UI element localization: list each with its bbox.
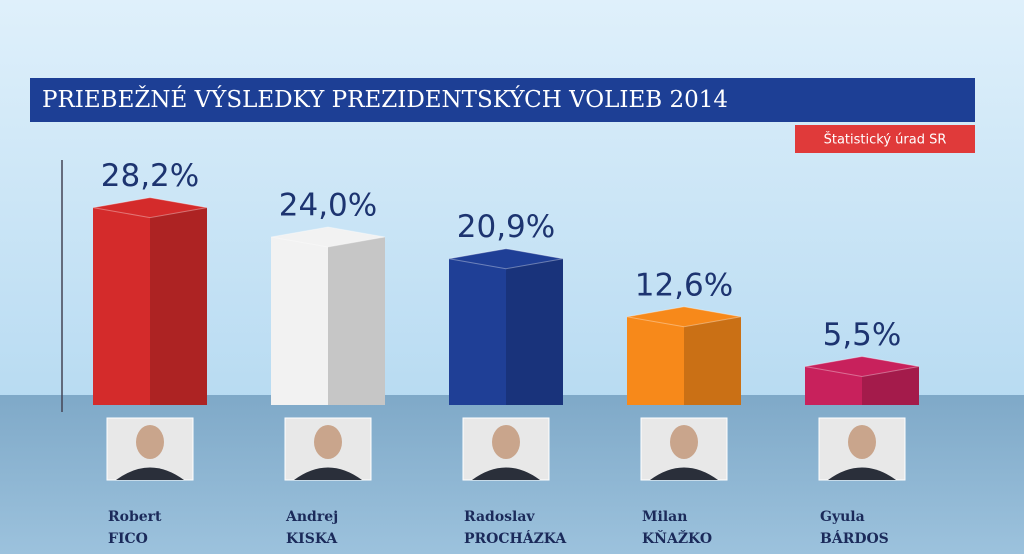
candidate-name: Milan KŇAŽKO [642,509,713,547]
candidate-name: Andrej KISKA [286,509,339,547]
bar [93,207,207,405]
photo-head [136,425,164,459]
bar [271,237,385,405]
bar-top [804,355,920,378]
bar-shade [506,258,563,405]
candidate-name: Robert FICO [108,509,162,547]
bar [449,258,563,405]
candidate-name: Gyula BÁRDOS [820,509,889,547]
title-bar [30,78,975,122]
value-label: 5,5% [823,317,902,353]
photo-body [828,467,896,480]
bar [627,316,741,405]
bar-shade [150,207,207,405]
value-label: 24,0% [279,188,377,224]
bar-top [626,306,742,328]
photo-head [314,425,342,459]
photo-head [492,425,520,459]
photo-body [294,467,362,480]
photo-body [650,467,718,480]
value-label: 12,6% [635,267,733,303]
bar-shade [684,316,741,405]
photo-head [848,425,876,459]
source-box [795,125,975,153]
bar-top [448,248,564,270]
value-label: 28,2% [101,158,199,194]
chart-title: PRIEBEŽNÉ VÝSLEDKY PREZIDENTSKÝCH VOLIEB… [42,86,728,113]
photo-head [670,425,698,459]
photo-body [116,467,184,480]
bar-top [270,226,386,248]
candidate-name: Radoslav PROCHÁZKA [464,509,567,547]
photo-body [472,467,540,480]
source: Štatistický úrad SR [824,132,947,148]
bar-shade [328,237,385,405]
value-label: 20,9% [457,209,555,245]
bar-top [92,197,208,219]
